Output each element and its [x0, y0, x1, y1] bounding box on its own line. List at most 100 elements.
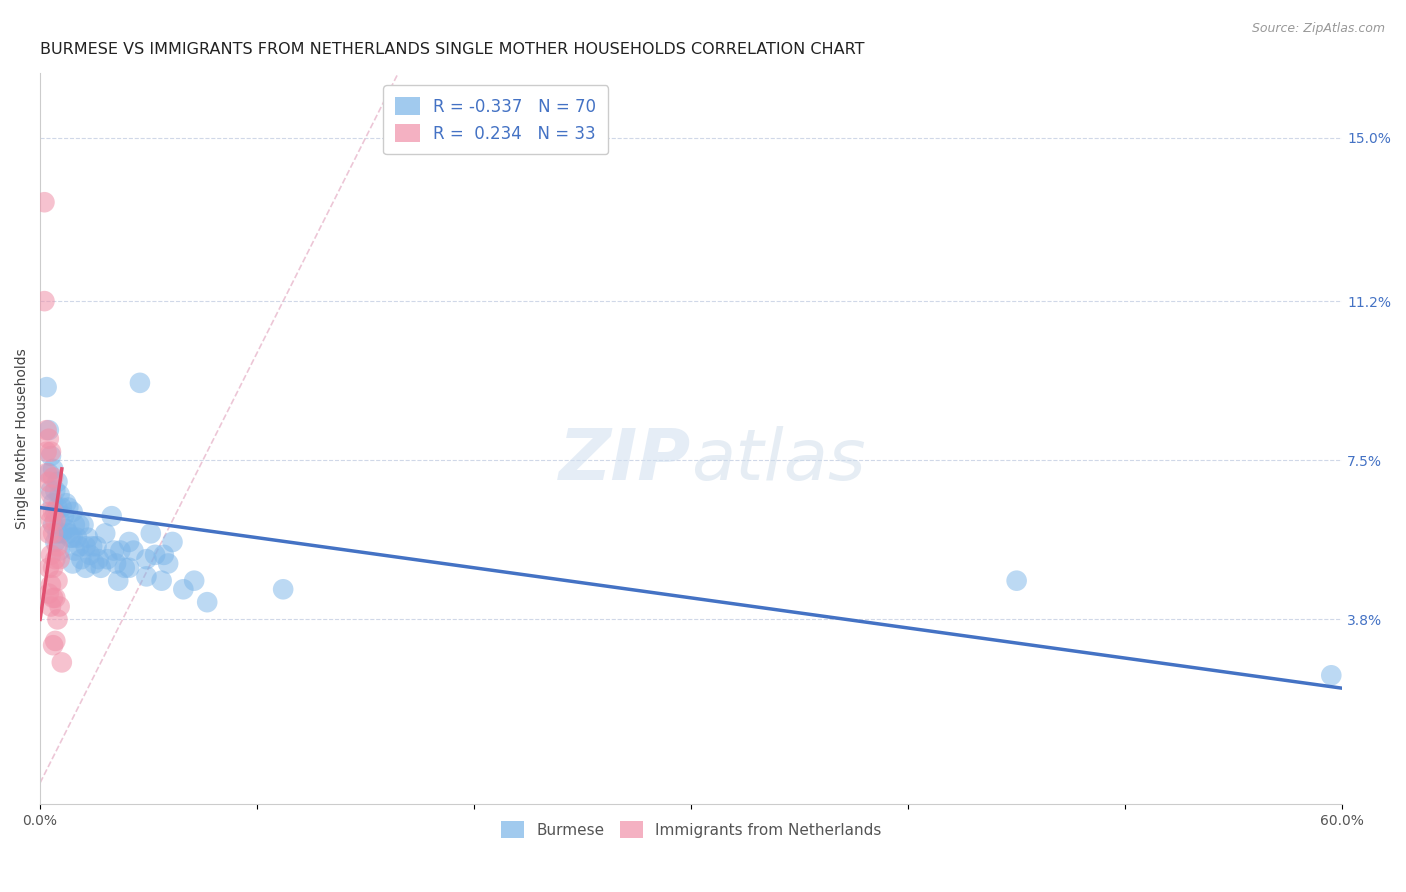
Point	[58, 500, 80, 515]
Point	[39, 578, 62, 592]
Point	[42, 462, 65, 476]
Point	[44, 633, 66, 648]
Point	[94, 526, 117, 541]
Point	[44, 535, 66, 549]
Point	[48, 513, 70, 527]
Point	[118, 561, 141, 575]
Point	[110, 543, 132, 558]
Point	[39, 483, 62, 498]
Point	[44, 505, 66, 519]
Point	[34, 294, 56, 309]
Point	[118, 535, 141, 549]
Point	[42, 517, 65, 532]
Point	[82, 539, 104, 553]
Point	[38, 423, 60, 437]
Point	[38, 526, 60, 541]
Point	[34, 195, 56, 210]
Point	[39, 488, 62, 502]
Point	[76, 531, 98, 545]
Point	[105, 557, 128, 571]
Point	[42, 561, 65, 575]
Point	[63, 517, 86, 532]
Point	[83, 557, 105, 571]
Point	[46, 612, 69, 626]
Point	[87, 552, 110, 566]
Point	[58, 526, 80, 541]
Point	[42, 470, 65, 484]
Point	[157, 557, 180, 571]
Point	[38, 466, 60, 480]
Point	[48, 543, 70, 558]
Point	[46, 500, 69, 515]
Point	[100, 509, 122, 524]
Point	[48, 599, 70, 614]
Point	[35, 444, 58, 458]
Point	[70, 552, 93, 566]
Point	[39, 548, 62, 562]
Point	[44, 483, 66, 498]
Point	[42, 638, 65, 652]
Point	[55, 522, 77, 536]
Point	[51, 500, 73, 515]
Point	[39, 513, 62, 527]
Y-axis label: Single Mother Households: Single Mother Households	[15, 349, 30, 529]
Point	[46, 539, 69, 553]
Point	[44, 552, 66, 566]
Point	[103, 543, 125, 558]
Point	[39, 599, 62, 614]
Point	[1320, 668, 1343, 682]
Point	[62, 505, 84, 519]
Point	[63, 543, 86, 558]
Point	[172, 582, 194, 597]
Point	[46, 526, 69, 541]
Point	[67, 517, 90, 532]
Point	[44, 591, 66, 605]
Point	[67, 539, 90, 553]
Point	[271, 582, 294, 597]
Point	[62, 557, 84, 571]
Point	[39, 449, 62, 463]
Point	[1005, 574, 1028, 588]
Point	[135, 569, 157, 583]
Text: atlas: atlas	[692, 426, 866, 495]
Point	[129, 376, 152, 390]
Point	[48, 488, 70, 502]
Text: Source: ZipAtlas.com: Source: ZipAtlas.com	[1251, 22, 1385, 36]
Point	[42, 526, 65, 541]
Point	[114, 561, 136, 575]
Point	[72, 517, 94, 532]
Point	[35, 423, 58, 437]
Point	[42, 591, 65, 605]
Point	[153, 548, 176, 562]
Point	[35, 466, 58, 480]
Point	[195, 595, 218, 609]
Point	[122, 543, 145, 558]
Point	[75, 539, 97, 553]
Point	[46, 475, 69, 489]
Point	[51, 526, 73, 541]
Point	[62, 531, 84, 545]
Point	[39, 444, 62, 458]
Point	[96, 552, 118, 566]
Point	[38, 561, 60, 575]
Point	[46, 574, 69, 588]
Text: ZIP: ZIP	[558, 426, 692, 495]
Point	[42, 505, 65, 519]
Point	[53, 509, 76, 524]
Point	[38, 432, 60, 446]
Point	[38, 505, 60, 519]
Point	[90, 561, 112, 575]
Point	[143, 548, 166, 562]
Point	[86, 539, 108, 553]
Point	[66, 531, 89, 545]
Point	[38, 586, 60, 600]
Point	[59, 531, 82, 545]
Point	[44, 513, 66, 527]
Point	[183, 574, 205, 588]
Point	[135, 552, 157, 566]
Point	[107, 574, 129, 588]
Point	[75, 561, 97, 575]
Legend: Burmese, Immigrants from Netherlands: Burmese, Immigrants from Netherlands	[495, 815, 887, 844]
Point	[162, 535, 184, 549]
Point	[79, 548, 101, 562]
